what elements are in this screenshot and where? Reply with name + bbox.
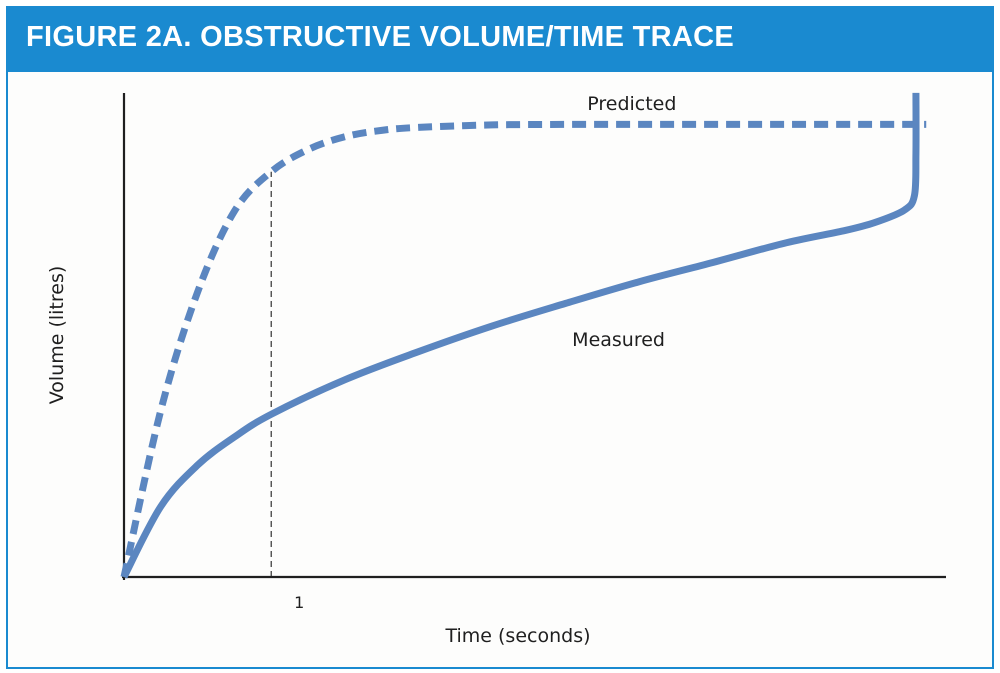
series-measured-line xyxy=(120,92,920,579)
x-axis-label: Time (seconds) xyxy=(444,625,590,647)
label-layer: Predicted Measured 1 xyxy=(294,93,676,612)
series-label-measured: Measured xyxy=(572,329,665,351)
y-axis-label: Volume (litres) xyxy=(46,266,68,405)
series-layer xyxy=(120,92,927,579)
series-predicted-line xyxy=(120,120,927,578)
x-tick-label: 1 xyxy=(294,593,304,612)
figure-frame: FIGURE 2A. OBSTRUCTIVE VOLUME/TIME TRACE xyxy=(6,6,994,669)
series-label-predicted: Predicted xyxy=(587,93,676,115)
figure-header: FIGURE 2A. OBSTRUCTIVE VOLUME/TIME TRACE xyxy=(8,8,992,72)
figure-title: FIGURE 2A. OBSTRUCTIVE VOLUME/TIME TRACE xyxy=(26,21,735,53)
